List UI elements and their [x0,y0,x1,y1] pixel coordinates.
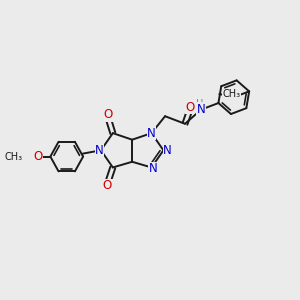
Text: O: O [103,179,112,192]
Text: N: N [148,162,157,176]
Text: O: O [33,150,42,163]
Text: O: O [103,108,112,122]
Text: O: O [186,100,195,114]
Text: CH₃: CH₃ [222,89,240,99]
Text: N: N [197,103,206,116]
Text: H: H [196,99,203,109]
Text: N: N [95,144,104,157]
Text: CH₃: CH₃ [4,152,22,162]
Text: N: N [163,144,172,157]
Text: N: N [147,127,156,140]
